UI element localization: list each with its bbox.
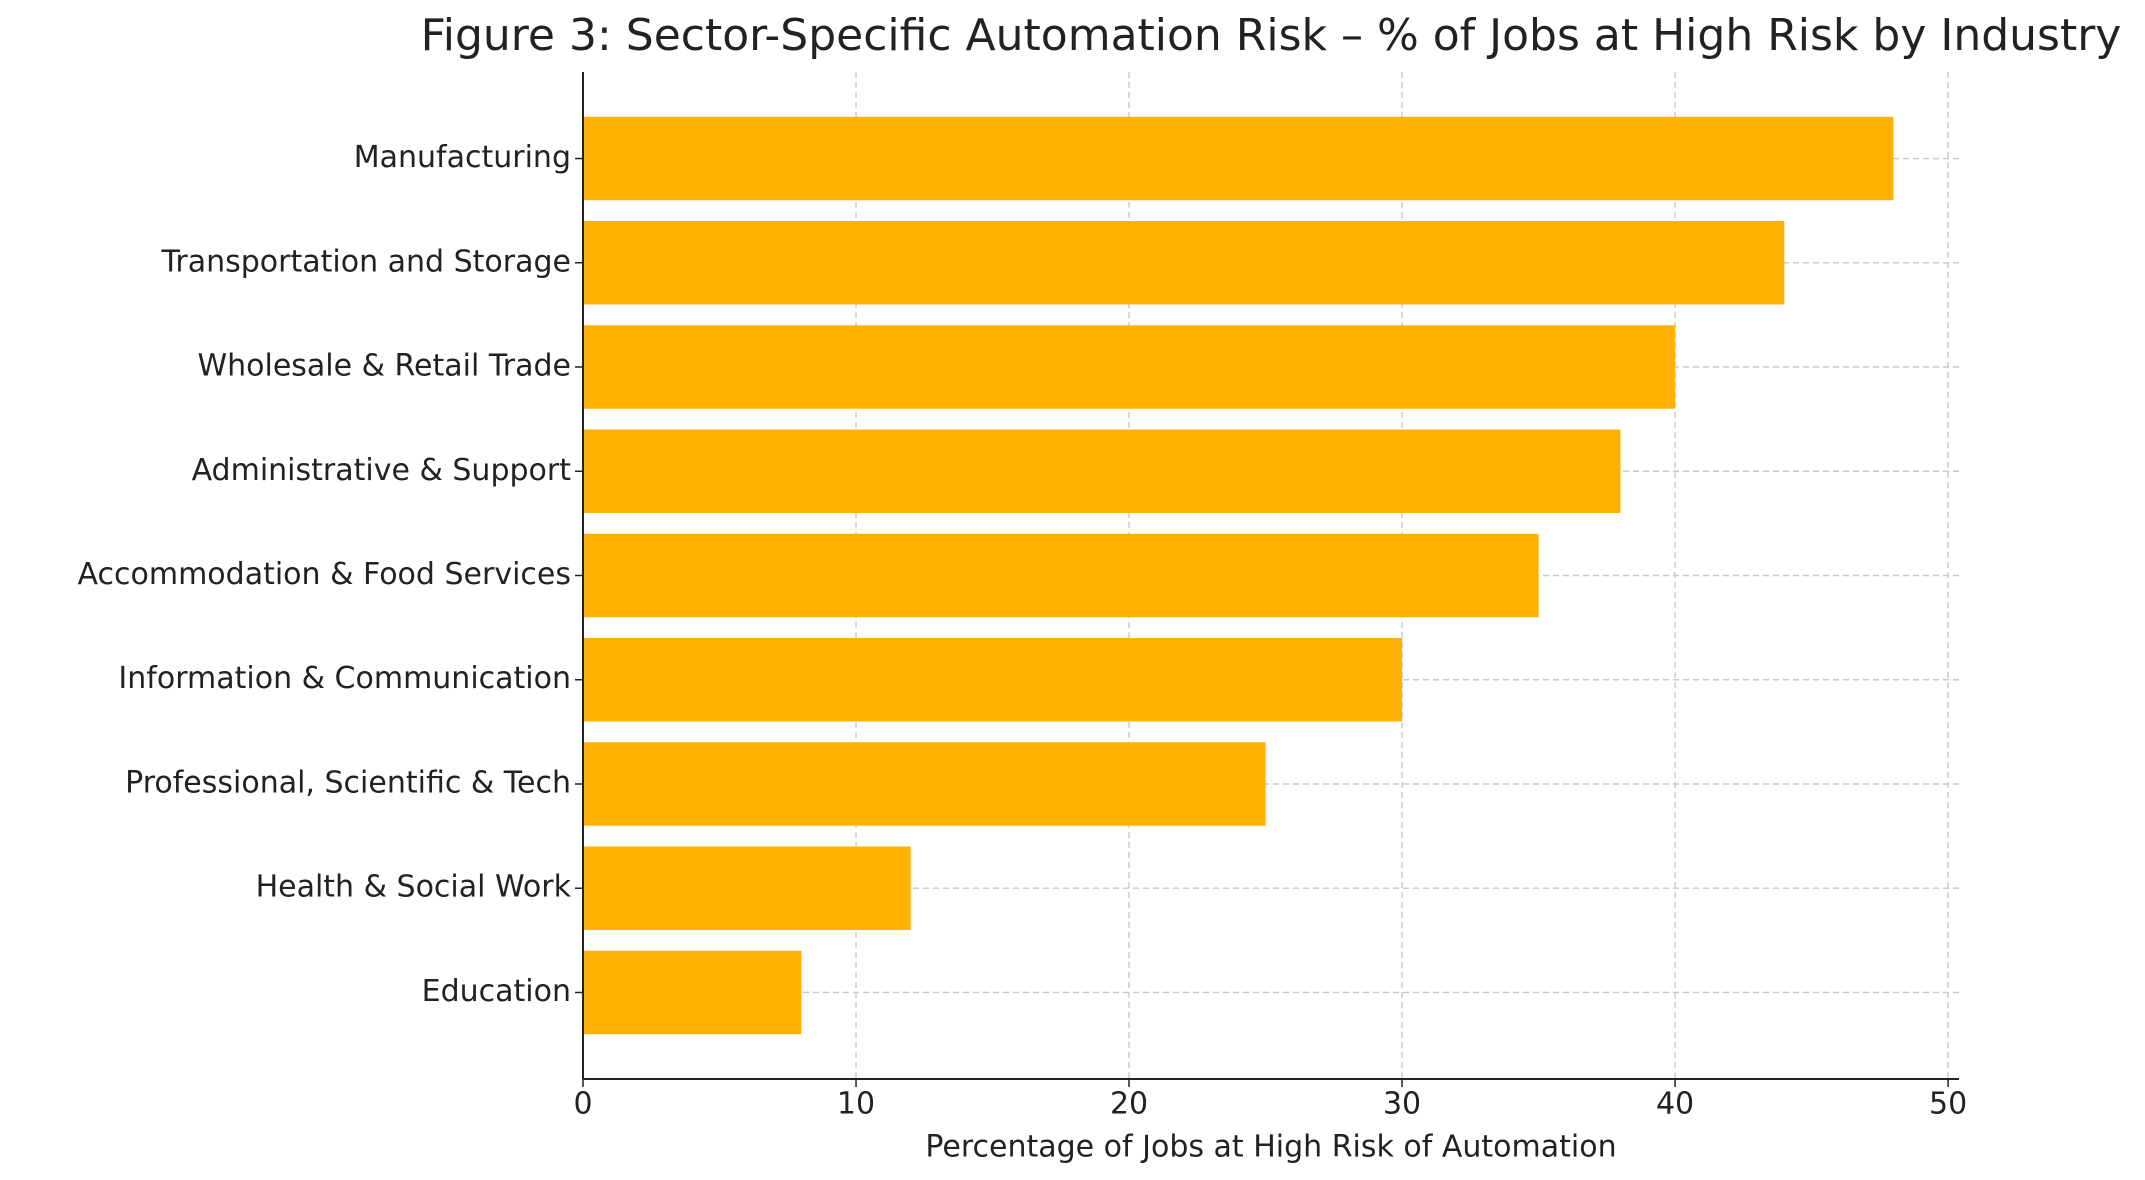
bar	[583, 116, 1894, 201]
chart-title: Figure 3: Sector-Specific Automation Ris…	[421, 10, 2122, 61]
y-tick-label: Wholesale & Retail Trade	[197, 349, 571, 384]
y-tick-label: Accommodation & Food Services	[78, 557, 571, 592]
bar	[583, 950, 802, 1035]
y-tick-label: Manufacturing	[354, 140, 571, 175]
y-tick-label: Information & Communication	[118, 661, 571, 696]
bar	[583, 325, 1676, 409]
x-tick-label: 50	[1929, 1087, 1967, 1122]
y-tick-label: Health & Social Work	[256, 870, 572, 905]
x-tick-label: 40	[1656, 1087, 1694, 1122]
y-tick-label: Education	[422, 974, 571, 1009]
y-tick-label: Professional, Scientific & Tech	[125, 765, 571, 800]
x-tick-label: 0	[573, 1087, 592, 1122]
bar	[583, 221, 1785, 305]
bar	[583, 429, 1621, 513]
x-axis-label: Percentage of Jobs at High Risk of Autom…	[925, 1130, 1616, 1165]
bar	[583, 533, 1539, 618]
bar	[583, 742, 1266, 826]
y-tick-label: Transportation and Storage	[160, 244, 571, 279]
bar	[583, 846, 911, 930]
y-tick-label: Administrative & Support	[192, 453, 572, 488]
x-tick-label: 20	[1110, 1087, 1148, 1122]
bar	[583, 638, 1403, 722]
x-tick-label: 30	[1383, 1087, 1421, 1122]
x-tick-label: 10	[837, 1087, 875, 1122]
